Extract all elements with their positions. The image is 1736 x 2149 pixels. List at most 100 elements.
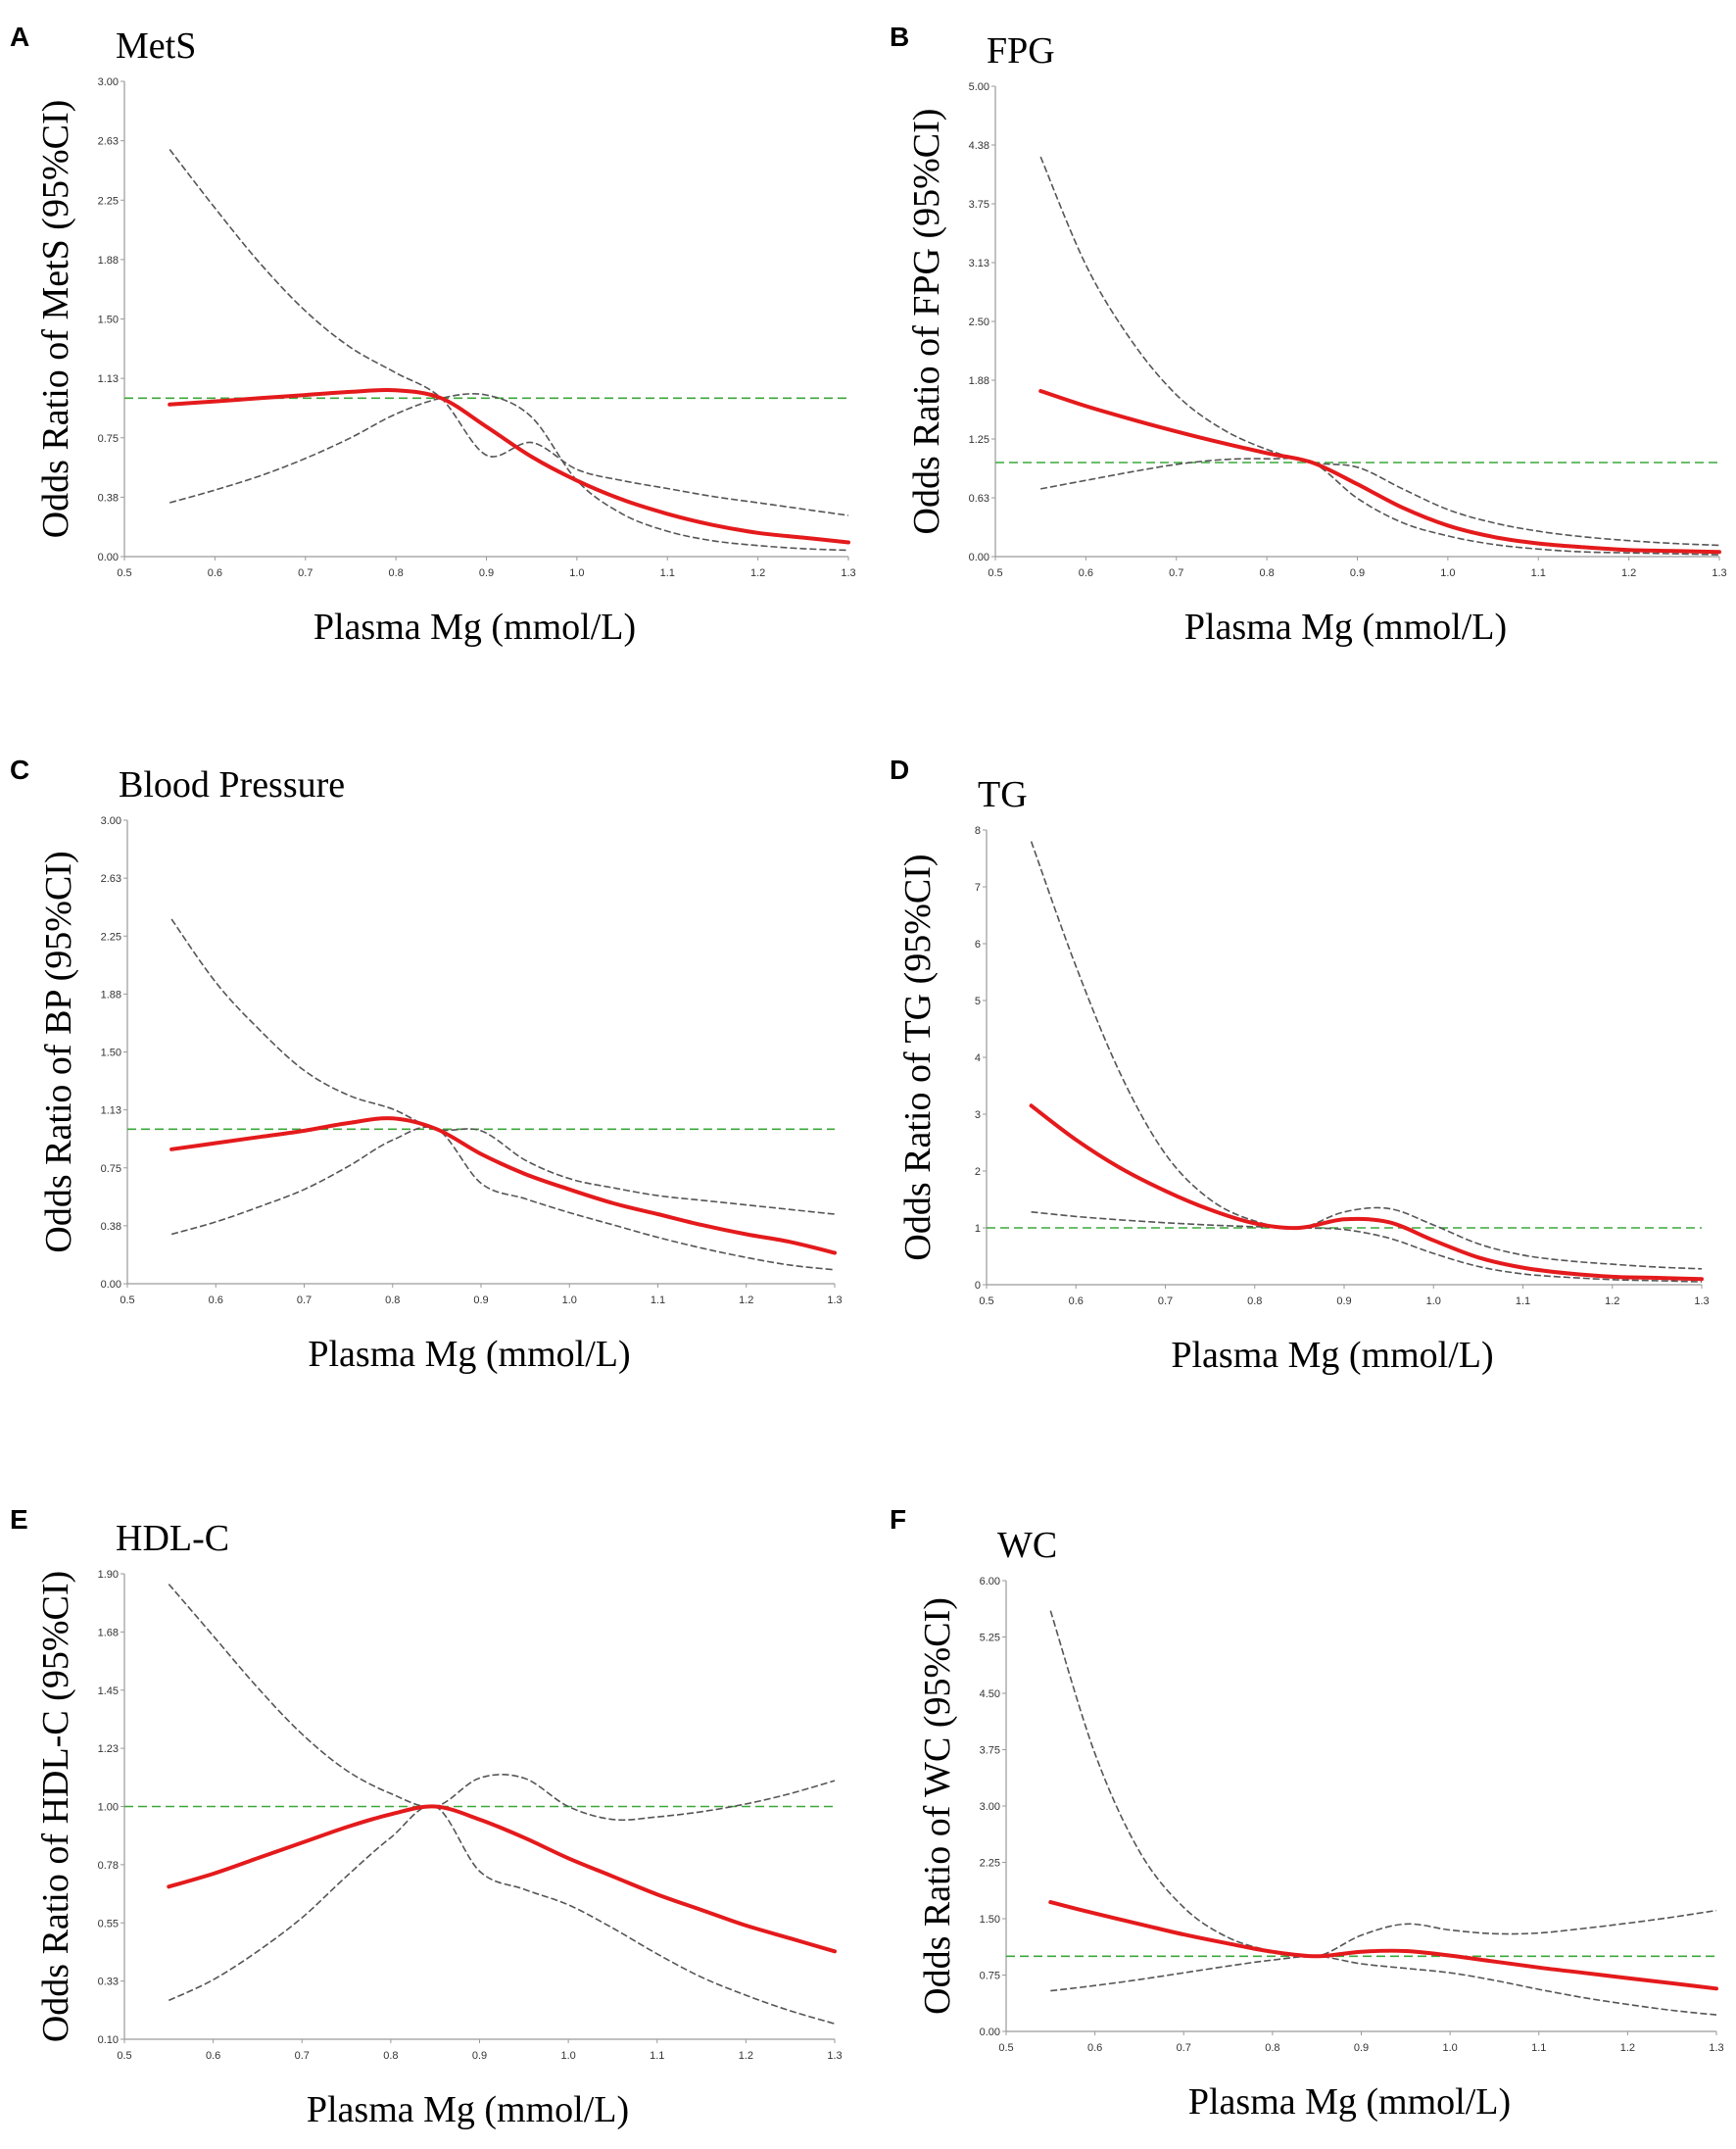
y-tick-label: 0.00: [98, 552, 119, 563]
panel-letter: E: [10, 1504, 28, 1535]
y-tick-label: 1.50: [101, 1048, 121, 1059]
x-tick-label: 0.5: [120, 1294, 134, 1306]
x-axis-label: Plasma Mg (mmol/L): [308, 1334, 630, 1375]
y-tick-label: 4.50: [980, 1688, 1000, 1700]
panel-letter: F: [890, 1504, 906, 1535]
panel-title: Blood Pressure: [119, 764, 345, 806]
x-tick-label: 1.2: [739, 1294, 753, 1306]
x-tick-label: 0.6: [209, 1294, 223, 1306]
y-tick-label: 2.25: [980, 1858, 1000, 1870]
x-tick-label: 1.2: [739, 2050, 753, 2062]
x-tick-label: 0.5: [117, 2050, 131, 2062]
y-tick-label: 1.25: [969, 434, 989, 446]
y-axis-label: Odds Ratio of FPG (95%CI): [906, 109, 947, 535]
y-axis-label: Odds Ratio of BP (95%CI): [38, 851, 79, 1252]
x-tick-label: 1.0: [560, 2050, 575, 2062]
lower-ci-curve: [1050, 1955, 1717, 2016]
y-tick-label: 3.13: [969, 258, 989, 269]
x-axis-label: Plasma Mg (mmol/L): [1171, 1335, 1493, 1376]
y-tick-label: 2.63: [101, 873, 121, 885]
y-tick-label: 1.23: [98, 1743, 119, 1755]
y-tick-label: 3.00: [980, 1801, 1000, 1813]
y-tick-label: 0.33: [98, 1977, 119, 1988]
y-tick-label: 5.25: [980, 1633, 1000, 1644]
y-tick-label: 1.00: [98, 1802, 119, 1814]
y-tick-label: 4.38: [969, 140, 989, 152]
y-tick-label: 1: [975, 1223, 981, 1235]
lower-ci-curve: [1040, 457, 1720, 556]
x-tick-label: 0.7: [1177, 2042, 1191, 2054]
y-tick-label: 0.75: [98, 433, 119, 445]
y-tick-label: 1.13: [101, 1105, 121, 1117]
y-tick-label: 0.00: [101, 1279, 121, 1291]
x-tick-label: 1.0: [1440, 567, 1455, 579]
x-tick-label: 0.8: [383, 2050, 398, 2062]
y-tick-label: 1.90: [98, 1569, 119, 1581]
x-tick-label: 0.6: [206, 2050, 220, 2062]
y-tick-label: 1.88: [101, 989, 121, 1001]
y-axis-label: Odds Ratio of HDL-C (95%CI): [35, 1571, 76, 2042]
panel-e: E HDL-C 0.10 0.33 0.55 0.78 1.00 1.23 1.45 1.68 1.…: [10, 1504, 843, 2130]
x-tick-label: 1.3: [827, 2050, 842, 2062]
x-tick-label: 1.1: [1531, 2042, 1546, 2054]
panel-b: B FPG 0.00 0.63 1.25 1.88 2.50 3.13 3.75 4.38 5.00…: [890, 22, 1727, 648]
x-tick-label: 0.7: [297, 1294, 312, 1306]
y-tick-label: 0.10: [98, 2034, 119, 2046]
x-tick-label: 0.8: [385, 1294, 400, 1306]
y-tick-label: 0.75: [980, 1971, 1000, 1982]
x-tick-label: 1.0: [1442, 2042, 1457, 2054]
y-tick-label: 0.00: [969, 552, 989, 563]
panel-title: FPG: [987, 30, 1055, 72]
x-tick-label: 1.1: [1531, 567, 1546, 579]
x-tick-label: 0.5: [979, 1295, 993, 1307]
y-tick-label: 2.25: [101, 931, 121, 943]
x-tick-label: 1.0: [562, 1294, 577, 1306]
x-tick-label: 0.9: [1354, 2042, 1369, 2054]
y-tick-label: 3.75: [980, 1745, 1000, 1757]
y-tick-label: 6: [975, 939, 981, 951]
x-tick-label: 1.0: [569, 567, 584, 579]
y-tick-label: 1.45: [98, 1685, 119, 1697]
x-tick-label: 0.9: [472, 2050, 487, 2062]
y-tick-label: 0.38: [98, 492, 119, 504]
x-tick-label: 0.9: [1336, 1295, 1351, 1307]
x-tick-label: 0.8: [1259, 567, 1274, 579]
upper-ci-curve: [1039, 156, 1720, 547]
y-tick-label: 5: [975, 996, 981, 1007]
x-axis-label: Plasma Mg (mmol/L): [1184, 607, 1507, 648]
x-tick-label: 1.2: [750, 567, 765, 579]
y-tick-label: 1.13: [98, 373, 119, 385]
x-tick-label: 0.6: [1087, 2042, 1102, 2054]
y-tick-label: 0.55: [98, 1918, 119, 1929]
odds-ratio-curve: [1029, 1103, 1704, 1282]
y-tick-label: 1.68: [98, 1627, 119, 1638]
x-tick-label: 0.7: [1169, 567, 1183, 579]
x-axis-label: Plasma Mg (mmol/L): [1188, 2081, 1511, 2123]
upper-ci-curve: [168, 1584, 836, 1822]
y-tick-label: 3.75: [969, 199, 989, 211]
y-tick-label: 2.25: [98, 195, 119, 207]
x-tick-label: 0.7: [298, 567, 313, 579]
x-tick-label: 1.0: [1426, 1295, 1441, 1307]
odds-ratio-curve: [1048, 1900, 1718, 1991]
x-tick-label: 1.1: [1516, 1295, 1530, 1307]
x-tick-label: 1.3: [841, 567, 855, 579]
y-tick-label: 7: [975, 882, 981, 894]
panel-d: D TG 0 1 2 3 4 5 6 7 8 0.5 0.6 0.7 0.8 0.9 1.0 1.1 1.2 1.3 O…: [890, 755, 1710, 1376]
x-tick-label: 0.9: [473, 1294, 488, 1306]
x-tick-label: 1.3: [827, 1294, 842, 1306]
x-tick-label: 1.3: [1712, 567, 1726, 579]
y-tick-label: 0: [975, 1280, 981, 1292]
y-axis-label: Odds Ratio of WC (95%CI): [917, 1597, 958, 2015]
lower-ci-curve: [170, 1126, 836, 1271]
y-tick-label: 1.88: [969, 375, 989, 387]
x-tick-label: 0.9: [1350, 567, 1365, 579]
x-tick-label: 1.3: [1709, 2042, 1723, 2054]
panel-letter: C: [10, 755, 29, 785]
odds-ratio-curve: [169, 1116, 837, 1255]
x-tick-label: 1.2: [1605, 1295, 1619, 1307]
x-tick-label: 0.6: [208, 567, 222, 579]
x-tick-label: 1.1: [650, 2050, 664, 2062]
x-tick-label: 1.1: [660, 567, 675, 579]
